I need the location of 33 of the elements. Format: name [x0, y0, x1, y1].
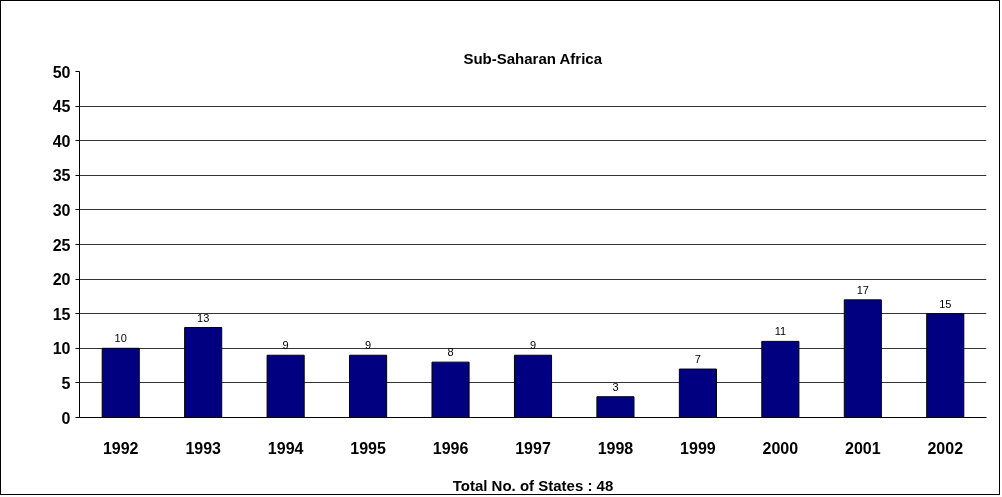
- data-label: 9: [282, 339, 289, 352]
- x-tick-label: 1998: [597, 439, 634, 457]
- y-tick-label: 15: [52, 305, 71, 323]
- y-tick-label: 45: [52, 98, 71, 116]
- x-tick-label: 1995: [350, 439, 386, 457]
- data-label: 17: [856, 283, 869, 296]
- y-tick-label: 5: [61, 374, 71, 392]
- data-label: 13: [197, 311, 210, 324]
- x-tick-label: 1992: [102, 439, 139, 457]
- y-tick-label: 20: [52, 271, 71, 289]
- x-tick-label: 1994: [267, 439, 304, 457]
- x-tick-label: 2001: [845, 439, 881, 457]
- data-label: 11: [774, 325, 787, 338]
- y-tick-label: 25: [52, 236, 71, 254]
- x-tick-label: 1999: [680, 439, 716, 457]
- x-tick-label: 2002: [927, 439, 964, 457]
- data-label: 3: [612, 380, 619, 393]
- data-label: 7: [694, 353, 701, 366]
- y-tick-label: 30: [52, 201, 71, 219]
- y-tick-label: 35: [52, 167, 71, 185]
- x-tick-label: 1997: [515, 439, 551, 457]
- chart-title: Sub-Saharan Africa: [463, 49, 603, 67]
- data-label: 15: [939, 297, 952, 310]
- x-tick-label: 1993: [185, 439, 222, 457]
- data-label: 10: [114, 332, 127, 345]
- x-axis-title: Total No. of States : 48: [452, 476, 614, 494]
- y-tick-label: 0: [61, 409, 71, 427]
- data-label: 8: [447, 346, 454, 359]
- y-tick-label: 50: [52, 63, 71, 81]
- y-tick-label: 10: [52, 340, 71, 358]
- x-tick-label: 1996: [432, 439, 469, 457]
- y-tick-label: 40: [52, 132, 71, 150]
- x-tick-label: 2000: [762, 439, 799, 457]
